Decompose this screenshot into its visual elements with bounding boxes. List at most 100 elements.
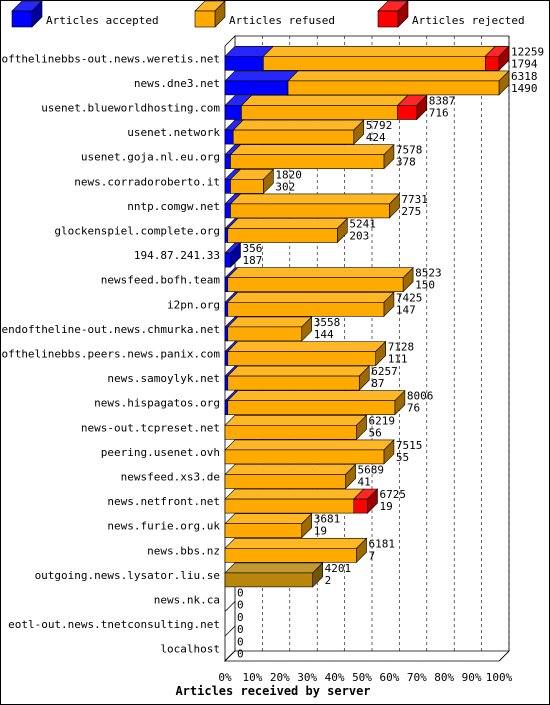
value-label-total: 7731 — [401, 193, 428, 206]
value-label-total: 6257 — [371, 365, 398, 378]
server-label: news.dne3.net — [134, 77, 220, 90]
value-label-total: 8006 — [407, 390, 434, 403]
value-label-total: 6318 — [511, 70, 538, 83]
bar-accepted-front — [224, 55, 264, 71]
bar-refused-top — [224, 464, 357, 475]
bar-accepted — [224, 70, 299, 96]
bar-refused-front — [227, 351, 377, 366]
value-label-rejected: 55 — [396, 451, 409, 464]
x-tick-label: 40% — [325, 671, 345, 684]
value-label-rejected: 111 — [388, 353, 408, 366]
bar-refused — [224, 512, 313, 539]
bar-empty — [224, 625, 236, 637]
bar-refused-front — [227, 375, 360, 391]
bar-refused-top — [224, 414, 368, 426]
bar-accepted-front — [224, 129, 234, 145]
value-label-total: 7578 — [396, 144, 423, 157]
bar-refused-front — [263, 55, 486, 71]
x-tick-label: 80% — [434, 671, 454, 684]
value-label-rejected: 1490 — [511, 82, 538, 95]
value-label-total: 3681 — [314, 513, 341, 526]
server-label: newsfeed.bofh.team — [101, 274, 221, 287]
bar-accepted-front — [224, 80, 289, 96]
bar-refused — [227, 389, 406, 416]
legend-swatch-accepted — [11, 0, 43, 28]
bar-refused — [227, 291, 395, 318]
legend-swatch-accepted-front — [11, 10, 33, 28]
bar-refused — [229, 193, 401, 219]
bar-refused-top — [229, 193, 401, 205]
value-label-total: 7425 — [396, 291, 423, 304]
x-tick-label: 20% — [270, 671, 290, 684]
x-tick-label: 60% — [379, 671, 399, 684]
value-label-rejected: 0 — [237, 648, 244, 661]
server-label: usenet.network — [127, 126, 220, 139]
legend-swatch-rejected — [377, 0, 409, 28]
value-label-total: 356 — [242, 242, 262, 255]
bar-refused-front — [224, 474, 346, 489]
value-label-total: 7128 — [388, 341, 415, 354]
bar-refused — [227, 340, 387, 367]
value-label-rejected: 147 — [396, 303, 416, 316]
server-label: outgoing.news.lysator.liu.se — [35, 569, 220, 582]
value-label-total: 1820 — [275, 168, 302, 181]
bar-accepted-front — [224, 154, 231, 169]
bar-refused-front — [227, 301, 385, 317]
bar-accepted-front — [224, 326, 229, 342]
server-label: endofthelinebbs.peers.news.panix.com — [0, 348, 220, 361]
bar-neutral-top — [224, 562, 324, 574]
bar-refused-front — [227, 277, 404, 293]
bar-refused — [224, 414, 368, 441]
bar-refused-front — [224, 547, 357, 563]
legend-label-accepted: Articles accepted — [46, 14, 159, 27]
server-label: nntp.comgw.net — [127, 200, 220, 213]
server-label: news.netfront.net — [107, 495, 220, 508]
bar-accepted-front — [224, 375, 229, 391]
bar-refused — [227, 316, 313, 342]
server-label: news.nk.ca — [154, 594, 220, 607]
bar-rejected — [353, 488, 379, 514]
bar-refused — [229, 168, 275, 195]
bar-refused — [232, 119, 365, 145]
server-label: localhost — [160, 643, 220, 656]
bar-refused — [224, 439, 395, 465]
value-label-total: 7515 — [396, 439, 423, 452]
server-label: i2pn.org — [167, 298, 220, 311]
bar-rejected — [484, 45, 510, 72]
bar-refused-top — [227, 341, 387, 352]
value-label-total: 5241 — [349, 218, 376, 231]
bar-accepted-front — [224, 179, 231, 194]
bar-refused-top — [224, 439, 395, 451]
bar-refused-front — [230, 203, 390, 219]
value-label-total: 5792 — [366, 119, 393, 132]
value-label-total: 6725 — [379, 488, 406, 501]
value-label-rejected: 0 — [237, 623, 244, 636]
value-label-rejected: 203 — [349, 230, 369, 243]
bar-accepted-front — [224, 203, 231, 219]
bar-refused-top — [227, 390, 406, 402]
bar-refused-top — [227, 316, 313, 328]
bar-refused — [227, 217, 349, 244]
server-label: endofthelinebbs-out.news.weretis.net — [0, 52, 220, 65]
value-label-rejected: 1794 — [511, 57, 538, 70]
x-tick-label: 90% — [462, 671, 482, 684]
x-tick-label: 100% — [486, 671, 513, 684]
bar-accepted-front — [224, 400, 229, 416]
bar-accepted — [224, 242, 242, 268]
server-label: news.hispagatos.org — [94, 397, 220, 410]
x-tick-label: 50% — [352, 671, 372, 684]
bar-refused-front — [224, 449, 385, 465]
bar-refused-front — [232, 129, 355, 145]
bar-refused-top — [227, 365, 370, 377]
value-label-rejected: 187 — [242, 254, 262, 267]
bar-refused-top — [240, 95, 409, 106]
bar-refused-top — [287, 70, 510, 82]
server-label: peering.usenet.ovh — [101, 446, 220, 459]
value-label-rejected: 150 — [415, 279, 435, 292]
legend-swatch-refused — [194, 0, 226, 28]
server-label: news.bbs.nz — [147, 544, 220, 557]
value-label-total: 0 — [237, 636, 244, 649]
value-label-total: 6181 — [369, 537, 396, 550]
value-label-total: 0 — [237, 611, 244, 624]
server-label: news.samoylyk.net — [107, 372, 220, 385]
